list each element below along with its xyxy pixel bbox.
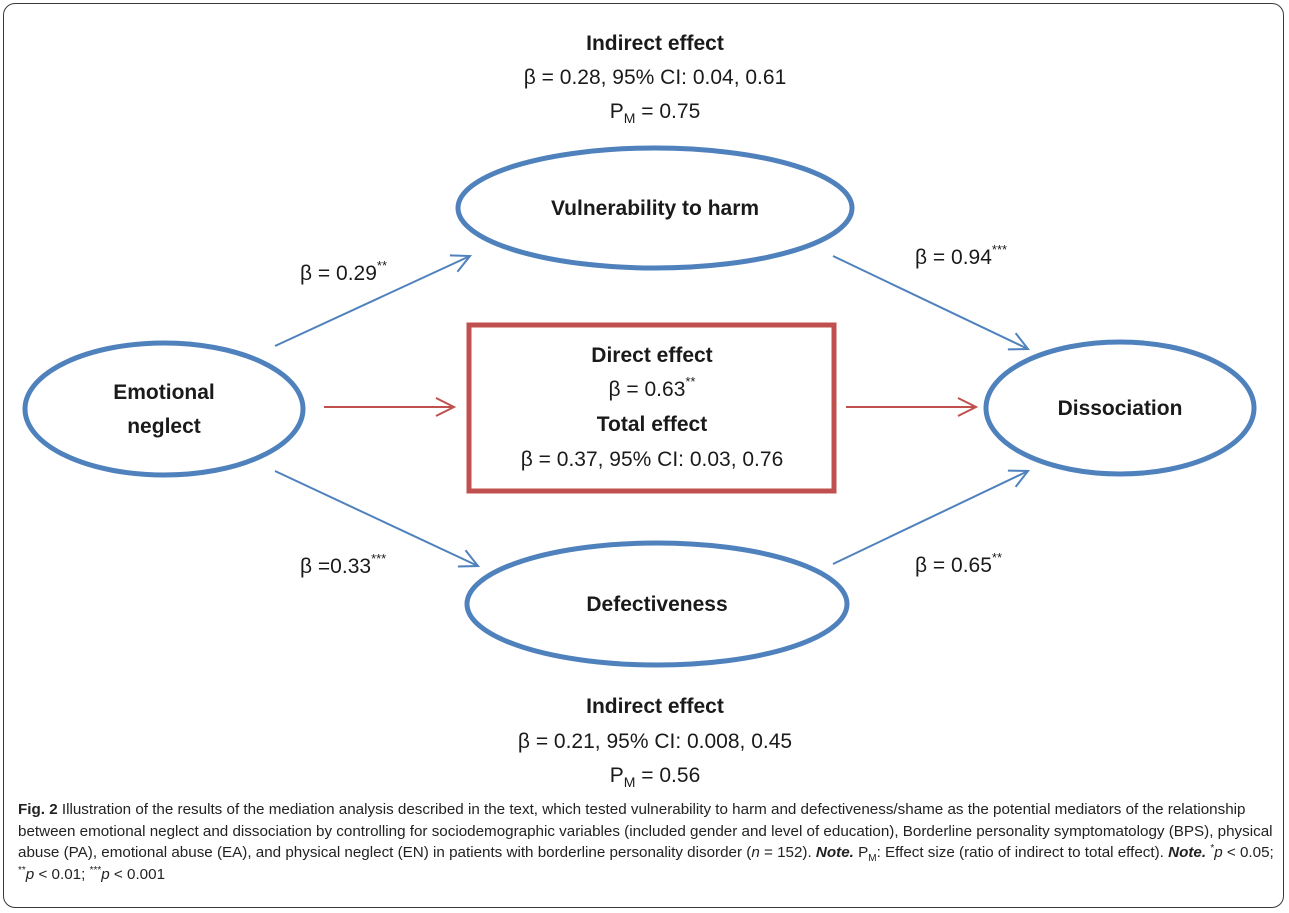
caption-note-2: Note. xyxy=(1168,844,1207,861)
caption-sig1-p: p xyxy=(1214,844,1223,861)
node-defectiveness-ellipse xyxy=(464,540,850,668)
node-dissociation-ellipse xyxy=(983,339,1257,477)
indirect-top-heading: Indirect effect xyxy=(586,32,724,55)
total-effect-heading: Total effect xyxy=(597,413,707,436)
caption-sig2-val: < 0.01; xyxy=(34,865,90,883)
path-a1-label: β = 0.29** xyxy=(300,258,387,285)
caption-note-1: Note. xyxy=(815,844,854,861)
mediation-diagram: Indirect effect β = 0.28, 95% CI: 0.04, … xyxy=(22,32,1257,790)
caption-n-italic: n xyxy=(751,844,760,861)
path-b1-label: β = 0.94*** xyxy=(915,242,1007,269)
caption-fig-label: Fig. 2 xyxy=(18,801,58,818)
caption-sig1-sup: * xyxy=(1210,842,1215,854)
indirect-bottom-pm: PM = 0.56 xyxy=(610,764,701,790)
node-defectiveness-label: Defectiveness xyxy=(586,593,727,616)
indirect-top-pm: PM = 0.75 xyxy=(610,100,701,126)
arrow-defectiveness-to-dissociation xyxy=(832,471,1028,565)
arrow-neglect-to-defectiveness xyxy=(274,470,478,566)
caption-text: Illustration of the results of the media… xyxy=(18,801,1273,861)
path-a2-label: β =0.33*** xyxy=(300,551,386,578)
total-effect-value: β = 0.37, 95% CI: 0.03, 0.76 xyxy=(521,448,784,471)
indirect-top-value: β = 0.28, 95% CI: 0.04, 0.61 xyxy=(524,66,787,89)
caption-sig1-val: < 0.05; xyxy=(1222,844,1274,861)
node-vulnerability-label: Vulnerability to harm xyxy=(551,197,759,220)
node-dissociation-label: Dissociation xyxy=(1058,397,1183,420)
indirect-bottom-heading: Indirect effect xyxy=(586,695,724,718)
indirect-bottom-value: β = 0.21, 95% CI: 0.008, 0.45 xyxy=(518,730,792,753)
node-emotional-neglect-label-2: neglect xyxy=(127,415,201,438)
node-vulnerability-ellipse xyxy=(455,145,855,271)
caption-sig3-p: p xyxy=(101,865,110,883)
caption-sig3-val: < 0.001 xyxy=(109,865,166,883)
figure-caption: Fig. 2 Illustration of the results of th… xyxy=(18,799,1274,885)
caption-n-value: = 152). xyxy=(759,844,816,861)
node-emotional-neglect-ellipse xyxy=(22,340,306,478)
direct-total-effect-box xyxy=(466,322,837,494)
figure-frame xyxy=(3,3,1284,908)
path-b2-label: β = 0.65** xyxy=(915,550,1002,577)
direct-effect-value: β = 0.63** xyxy=(608,374,695,401)
node-emotional-neglect-label: Emotional xyxy=(113,381,215,404)
arrow-neglect-to-vulnerability xyxy=(274,256,470,347)
caption-sig3-sup: *** xyxy=(89,864,102,876)
direct-effect-heading: Direct effect xyxy=(591,344,712,367)
caption-sig2-p: p xyxy=(25,865,35,883)
caption-sig2-sup: ** xyxy=(18,864,26,876)
caption-pm-text: : Effect size (ratio of indirect to tota… xyxy=(876,844,1169,861)
caption-pm-sub: M xyxy=(868,853,877,865)
arrow-vulnerability-to-dissociation xyxy=(832,255,1028,349)
caption-pm-label: P xyxy=(853,844,869,861)
